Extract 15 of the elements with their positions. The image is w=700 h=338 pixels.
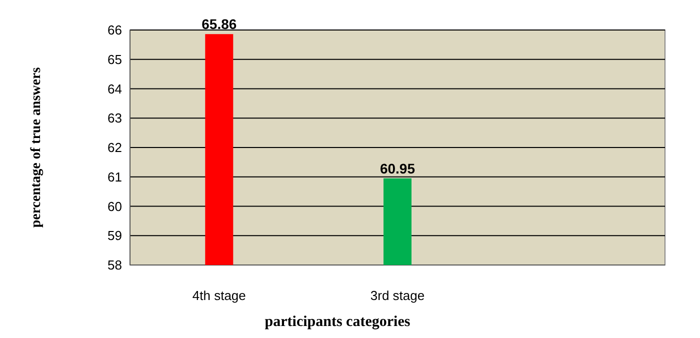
y-tick-label: 65 [108, 52, 122, 67]
y-tick-label: 59 [108, 228, 122, 244]
x-axis-title: participants categories [264, 314, 410, 330]
y-tick-label: 63 [108, 110, 122, 126]
y-tick-label: 58 [108, 258, 122, 273]
y-tick-label: 61 [108, 169, 122, 184]
x-tick-label: 3rd stage [370, 288, 425, 303]
data-label: 60.95 [380, 160, 416, 176]
y-axis-title: percentage of true answers [29, 66, 44, 228]
y-tick-label: 64 [108, 81, 122, 96]
y-tick-label: 60 [108, 198, 122, 214]
y-tick-label: 66 [108, 22, 122, 38]
y-tick-label: 62 [108, 140, 122, 156]
data-label: 65.86 [202, 16, 237, 32]
x-tick-label: 4th stage [192, 288, 246, 303]
